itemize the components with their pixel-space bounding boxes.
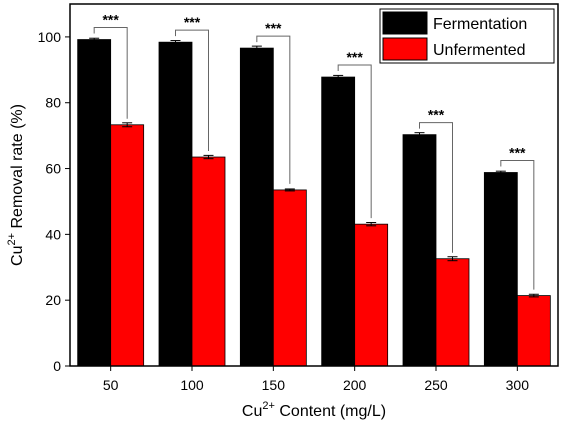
error-bar-unfermented-200 (366, 222, 377, 227)
x-axis-title-sup: 2+ (262, 400, 275, 412)
bar-fermentation-150 (239, 47, 274, 367)
bar-unfermented-100 (191, 156, 226, 367)
error-bar-fermentation-250 (414, 132, 425, 138)
significance-bracket-50: *** (93, 12, 128, 119)
error-bar-fermentation-100 (170, 40, 181, 45)
legend-label-unfermented: Unfermented (433, 42, 526, 59)
bar-unfermented-300 (516, 295, 551, 367)
legend-swatch-unfermented (382, 37, 428, 61)
x-axis-title: Cu2+ Content (mg/L) (242, 400, 386, 420)
x-tick-label-300: 300 (506, 377, 530, 393)
error-bar-unfermented-100 (203, 154, 214, 160)
x-tick-label-50: 50 (103, 377, 119, 393)
x-tick-label-150: 150 (262, 377, 286, 393)
significance-bracket-150: *** (256, 20, 291, 184)
error-bars-layer (89, 37, 539, 298)
y-axis-title-rest: Removal rate (%) (9, 104, 26, 233)
y-axis: 0 20 40 60 80 100 (38, 29, 70, 374)
bar-unfermented-50 (110, 124, 145, 367)
bar-fermentation-300 (483, 172, 518, 367)
legend-label-fermentation: Fermentation (433, 16, 527, 33)
x-axis: 50 100 150 200 250 300 (103, 366, 529, 393)
bar-unfermented-200 (354, 223, 389, 367)
significance-label-300: *** (509, 144, 526, 160)
bar-unfermented-150 (272, 189, 307, 367)
y-tick-label-0: 0 (53, 358, 61, 374)
x-tick-label-100: 100 (180, 377, 204, 393)
bar-fermentation-200 (321, 76, 356, 367)
significance-label-50: *** (102, 12, 119, 28)
bar-fermentation-50 (77, 39, 112, 367)
y-tick-label-20: 20 (45, 292, 61, 308)
bars-layer (77, 39, 551, 367)
significance-bracket-250: *** (419, 107, 453, 253)
bar-unfermented-250 (435, 258, 470, 367)
y-axis-title-sup: 2+ (6, 233, 18, 246)
error-bar-fermentation-300 (495, 170, 506, 175)
x-tick-label-250: 250 (424, 377, 448, 393)
y-tick-label-100: 100 (38, 29, 62, 45)
significance-bracket-200: *** (337, 49, 372, 219)
y-tick-label-60: 60 (45, 161, 61, 177)
x-axis-title-rest: Content (mg/L) (275, 403, 386, 420)
error-bar-unfermented-50 (122, 122, 133, 128)
significance-layer: *** *** *** *** *** *** (93, 12, 535, 290)
error-bar-fermentation-50 (89, 37, 100, 42)
significance-bracket-100: *** (175, 14, 209, 152)
y-tick-label-40: 40 (45, 226, 61, 242)
significance-label-250: *** (428, 107, 445, 123)
x-axis-title-base: Cu (242, 403, 262, 420)
bar-fermentation-100 (158, 41, 193, 367)
legend: Fermentation Unfermented (379, 8, 555, 64)
error-bar-unfermented-250 (447, 256, 458, 262)
significance-label-150: *** (265, 20, 282, 36)
y-axis-title-base: Cu (9, 246, 26, 266)
legend-swatch-fermentation (382, 11, 428, 35)
error-bar-unfermented-150 (284, 188, 295, 192)
x-tick-label-200: 200 (343, 377, 367, 393)
error-bar-unfermented-300 (528, 293, 539, 298)
significance-label-200: *** (346, 49, 363, 65)
significance-bracket-300: *** (500, 144, 535, 290)
y-tick-label-80: 80 (45, 95, 61, 111)
error-bar-fermentation-150 (251, 45, 262, 51)
error-bar-fermentation-200 (333, 74, 344, 80)
y-axis-title: Cu2+ Removal rate (%) (6, 104, 26, 266)
bar-fermentation-250 (402, 134, 437, 367)
significance-label-100: *** (184, 14, 201, 30)
plot-frame (69, 3, 559, 367)
